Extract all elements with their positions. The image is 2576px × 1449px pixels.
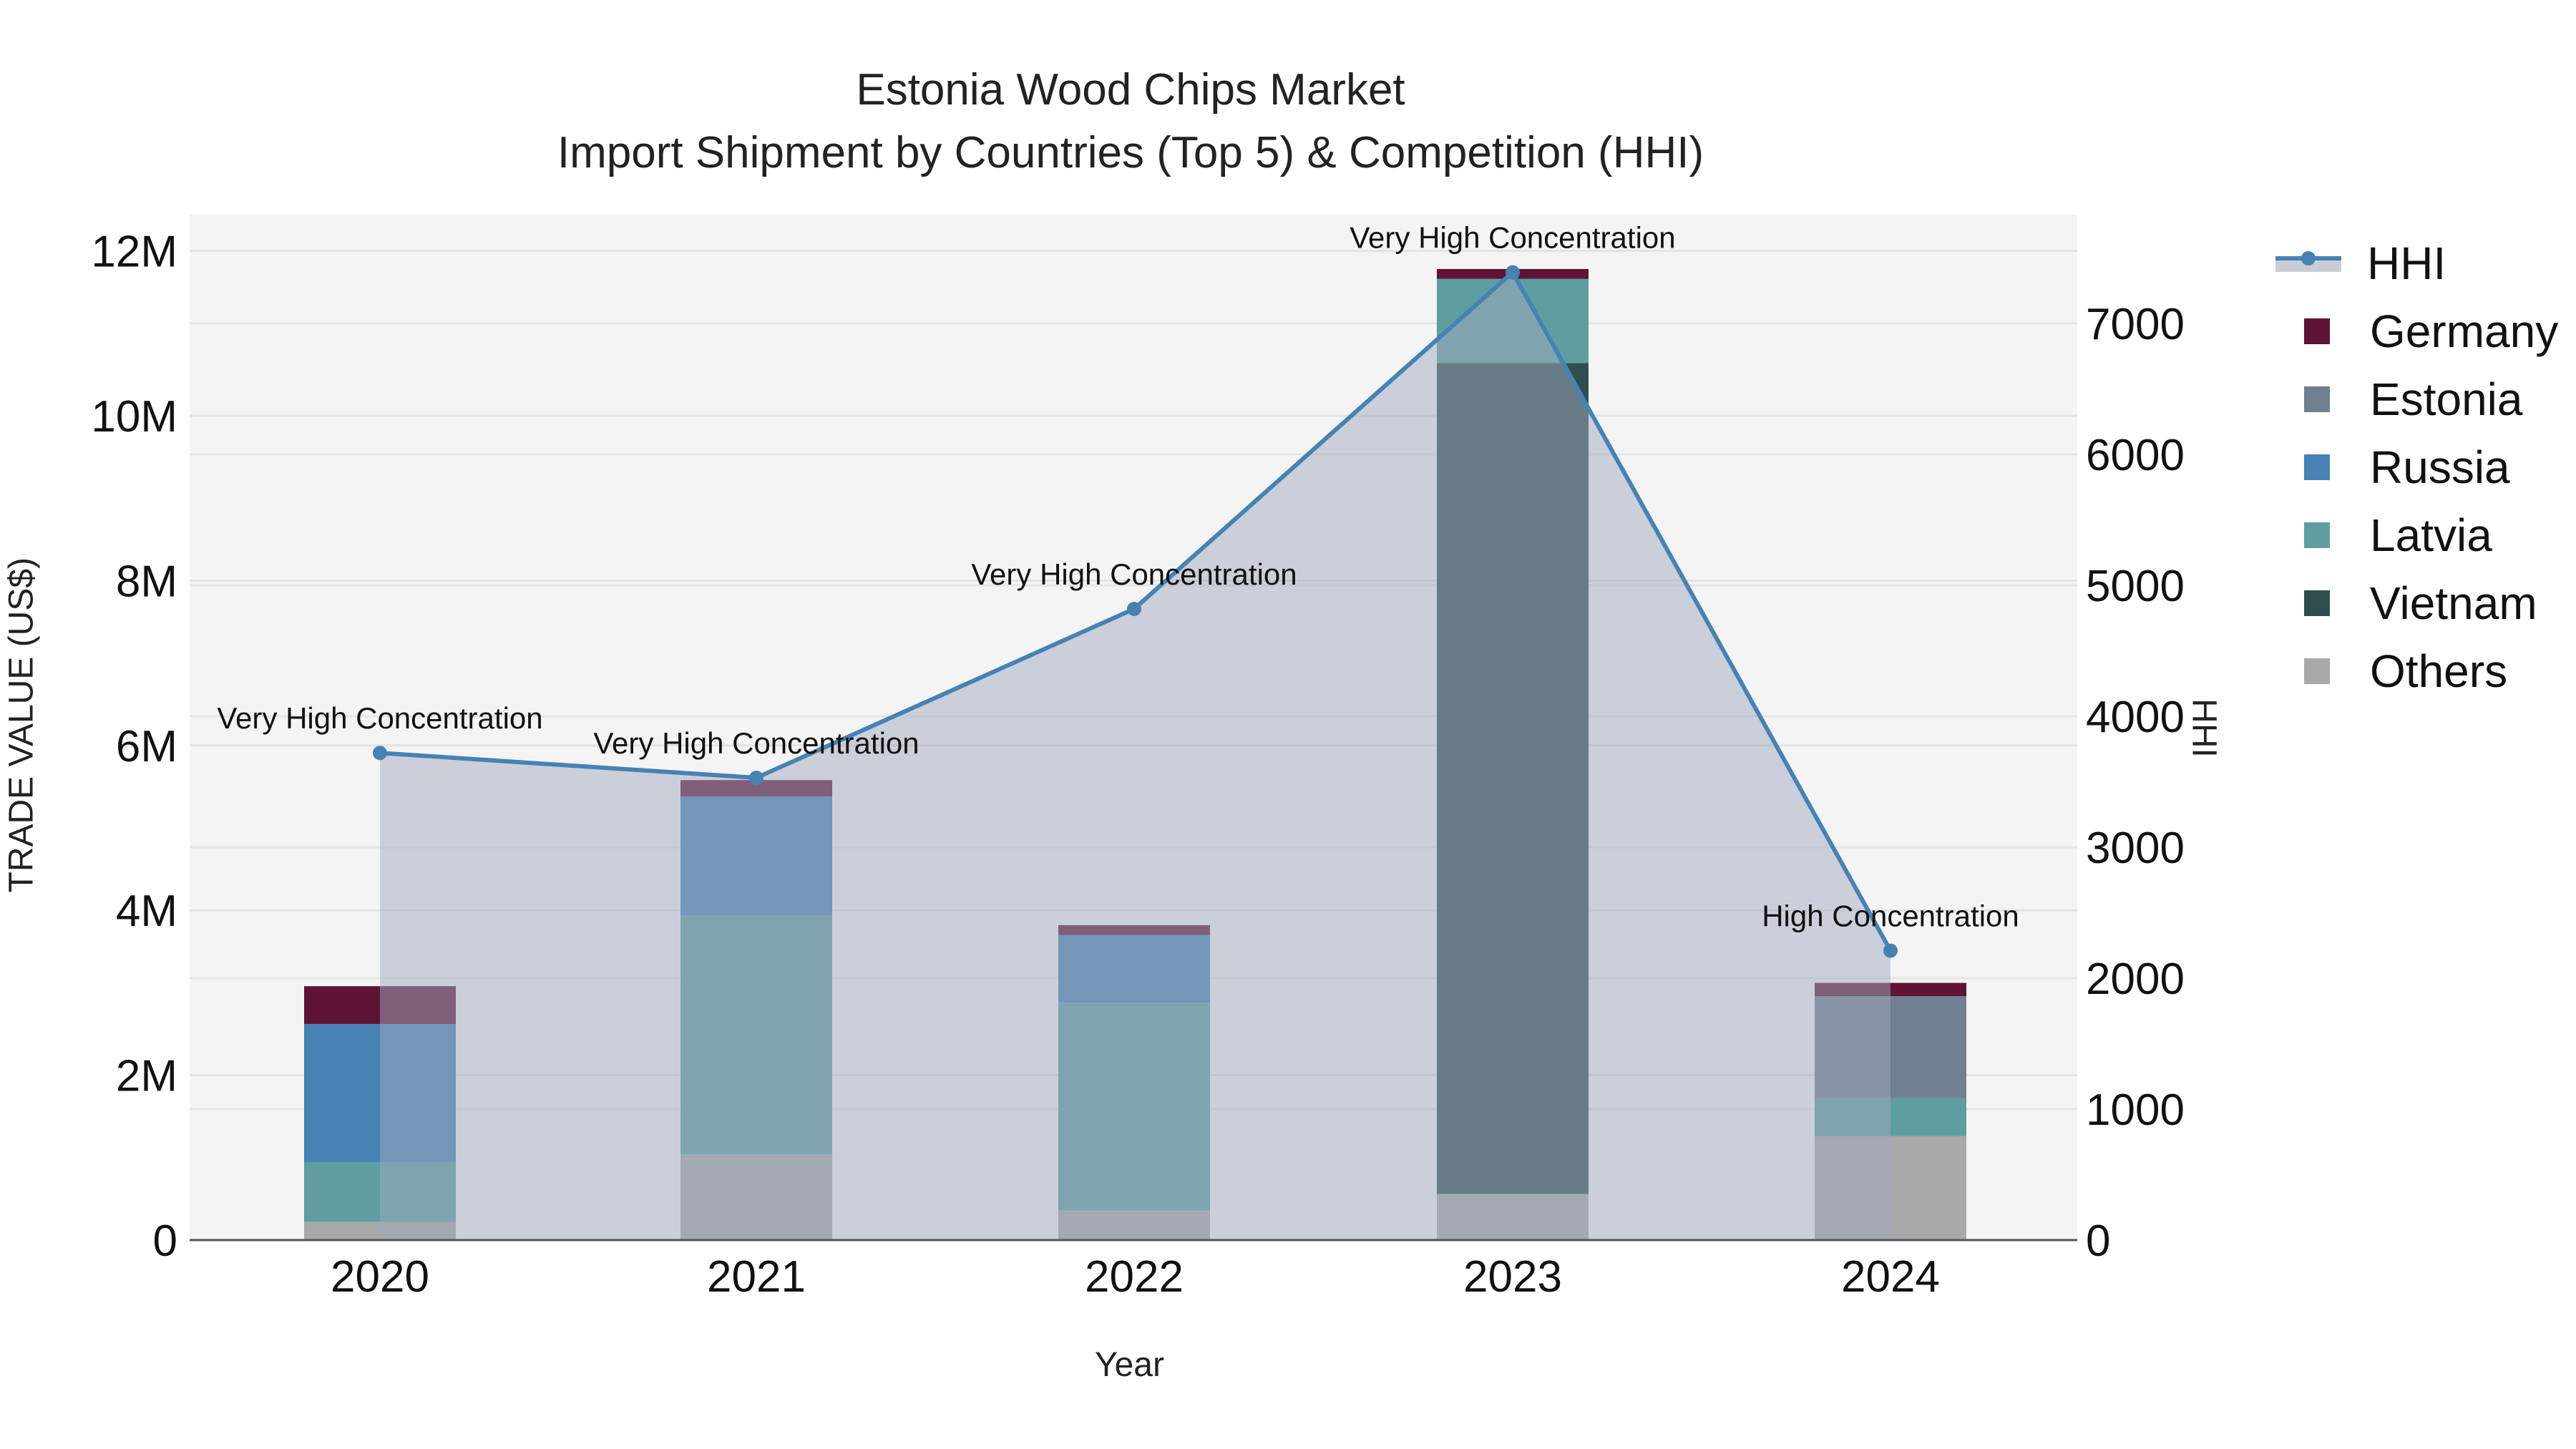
y-right-tick-label: 1000 bbox=[2086, 1085, 2185, 1135]
hhi-point bbox=[1506, 265, 1520, 280]
color-swatch-icon bbox=[2304, 318, 2330, 344]
x-axis-title: Year bbox=[1095, 1346, 1164, 1384]
legend-item-hhi[interactable]: HHI bbox=[2275, 229, 2558, 297]
hhi-annotation: Very High Concentration bbox=[1350, 221, 1675, 255]
legend-item-estonia[interactable]: Estonia bbox=[2275, 365, 2558, 433]
hhi-annotation: Very High Concentration bbox=[217, 701, 542, 735]
chart-title-line1: Estonia Wood Chips Market bbox=[856, 65, 1405, 114]
legend-label: Russia bbox=[2370, 441, 2510, 493]
y-left-tick-label: 6M bbox=[116, 722, 177, 771]
y-left-tick-label: 8M bbox=[116, 557, 177, 606]
legend-item-vietnam[interactable]: Vietnam bbox=[2275, 569, 2558, 637]
x-tick-label: 2021 bbox=[707, 1252, 806, 1302]
hhi-area-layer bbox=[380, 272, 1890, 1240]
color-swatch-icon bbox=[2304, 386, 2330, 412]
legend-label: Estonia bbox=[2370, 373, 2523, 425]
hhi-line-layer: Very High Concentration Very High Concent… bbox=[217, 221, 2019, 958]
axis-ticks: 0 2M 4M 6M 8M 10M 12M 0 1000 2000 3000 4000 5000 6000… bbox=[91, 228, 2185, 1302]
x-tick-label: 2024 bbox=[1841, 1252, 1940, 1302]
hhi-annotation: Very High Concentration bbox=[971, 557, 1297, 591]
color-swatch-icon bbox=[2304, 522, 2330, 548]
legend-item-others[interactable]: Others bbox=[2275, 637, 2558, 705]
y-right-tick-label: 2000 bbox=[2086, 955, 2185, 1004]
y-left-tick-label: 10M bbox=[91, 392, 177, 441]
legend-item-russia[interactable]: Russia bbox=[2275, 433, 2558, 501]
hhi-annotation: Very High Concentration bbox=[593, 726, 919, 760]
legend-item-germany[interactable]: Germany bbox=[2275, 297, 2558, 365]
hhi-point bbox=[1883, 943, 1898, 958]
hhi-annotation: High Concentration bbox=[1762, 899, 2019, 933]
line-marker-icon bbox=[2275, 250, 2341, 273]
color-swatch-icon bbox=[2304, 658, 2330, 684]
color-swatch-icon bbox=[2304, 454, 2330, 480]
y-left-tick-label: 0 bbox=[153, 1216, 177, 1266]
legend: HHI Germany Estonia Russia Latvia Vietna… bbox=[2275, 229, 2558, 705]
legend-item-latvia[interactable]: Latvia bbox=[2275, 501, 2558, 569]
y-left-tick-label: 2M bbox=[116, 1052, 177, 1101]
y-right-tick-label: 3000 bbox=[2086, 824, 2185, 873]
legend-label: HHI bbox=[2367, 237, 2446, 289]
x-tick-label: 2020 bbox=[331, 1252, 429, 1302]
hhi-area bbox=[380, 272, 1890, 1240]
y-left-tick-label: 4M bbox=[116, 887, 177, 936]
y-left-axis-title: TRADE VALUE (US$) bbox=[2, 557, 41, 893]
y-left-tick-label: 12M bbox=[91, 228, 177, 277]
hhi-point bbox=[1127, 601, 1141, 616]
y-right-tick-label: 4000 bbox=[2086, 693, 2185, 742]
y-right-axis-title: HHI bbox=[2185, 698, 2223, 758]
color-swatch-icon bbox=[2304, 590, 2330, 616]
legend-label: Germany bbox=[2370, 305, 2559, 357]
y-right-tick-label: 7000 bbox=[2086, 300, 2185, 349]
legend-label: Latvia bbox=[2370, 509, 2492, 561]
y-right-tick-label: 0 bbox=[2086, 1216, 2110, 1266]
x-tick-label: 2022 bbox=[1085, 1252, 1184, 1302]
chart-title-line2: Import Shipment by Countries (Top 5) & C… bbox=[557, 128, 1704, 177]
legend-label: Vietnam bbox=[2370, 577, 2537, 629]
hhi-point bbox=[373, 746, 387, 761]
y-right-tick-label: 5000 bbox=[2086, 562, 2185, 611]
hhi-point bbox=[749, 771, 763, 786]
y-right-tick-label: 6000 bbox=[2086, 431, 2185, 480]
legend-label: Others bbox=[2370, 645, 2508, 697]
x-tick-label: 2023 bbox=[1463, 1252, 1562, 1302]
